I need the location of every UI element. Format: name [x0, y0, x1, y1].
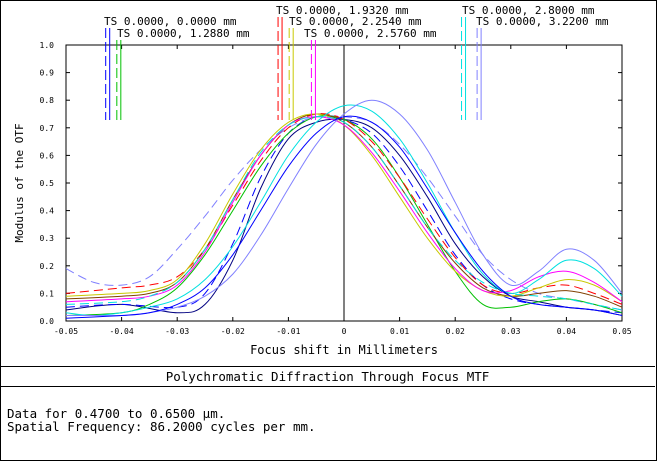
- y-tick-label: 0.8: [40, 96, 55, 105]
- x-axis-label: Focus shift in Millimeters: [250, 343, 438, 357]
- x-tick-label: -0.03: [165, 327, 189, 336]
- mtf-curve: [65, 99, 623, 317]
- x-tick-label: 0.02: [446, 327, 465, 336]
- mtf-curve: [65, 116, 623, 311]
- legend-label: TS 0.0000, 1.9320 mm: [276, 4, 409, 17]
- mtf-curve: [65, 115, 623, 316]
- y-tick-label: 0.0: [40, 317, 55, 326]
- spatial-frequency-text: Spatial Frequency: 86.2000 cycles per mm…: [7, 419, 316, 434]
- y-tick-label: 0.4: [40, 207, 55, 216]
- y-tick-label: 0.2: [40, 262, 55, 271]
- mtf-curve: [65, 104, 623, 317]
- x-tick-label: -0.05: [54, 327, 78, 336]
- y-tick-label: 0.5: [40, 179, 55, 188]
- y-tick-label: 0.1: [40, 289, 55, 298]
- legend-label: TS 0.0000, 2.8000 mm: [462, 4, 595, 17]
- legend-label: TS 0.0000, 2.5760 mm: [304, 27, 437, 40]
- y-tick-label: 0.9: [40, 69, 55, 78]
- legend-label: TS 0.0000, 0.0000 mm: [104, 15, 237, 28]
- x-tick-label: 0.01: [390, 327, 409, 336]
- x-tick-label: -0.02: [221, 327, 245, 336]
- legend-label: TS 0.0000, 3.2200 mm: [476, 15, 609, 28]
- x-tick-label: 0.03: [501, 327, 520, 336]
- caption-info: Data for 0.4700 to 0.6500 µm. Spatial Fr…: [7, 407, 316, 433]
- x-tick-label: -0.04: [110, 327, 134, 336]
- x-tick-label: 0.05: [612, 327, 631, 336]
- y-tick-label: 0.7: [40, 124, 55, 133]
- mtf-curve: [65, 113, 623, 303]
- y-tick-label: 1.0: [40, 41, 55, 50]
- wavelength-range-text: Data for 0.4700 to 0.6500 µm.: [7, 406, 226, 421]
- mtf-curve: [65, 115, 623, 319]
- x-tick-label: 0: [342, 327, 347, 336]
- caption-separator-top: [0, 366, 655, 367]
- x-tick-label: 0.04: [557, 327, 576, 336]
- x-tick-label: -0.01: [276, 327, 300, 336]
- mtf-curve: [65, 116, 623, 303]
- y-tick-label: 0.6: [40, 151, 55, 160]
- y-tick-label: 0.3: [40, 234, 55, 243]
- legend-label: TS 0.0000, 2.2540 mm: [289, 15, 422, 28]
- caption-separator-bottom: [0, 386, 655, 387]
- legend-label: TS 0.0000, 1.2880 mm: [117, 27, 250, 40]
- caption-title: Polychromatic Diffraction Through Focus …: [165, 369, 490, 384]
- y-axis-label: Modulus of the OTF: [13, 123, 26, 242]
